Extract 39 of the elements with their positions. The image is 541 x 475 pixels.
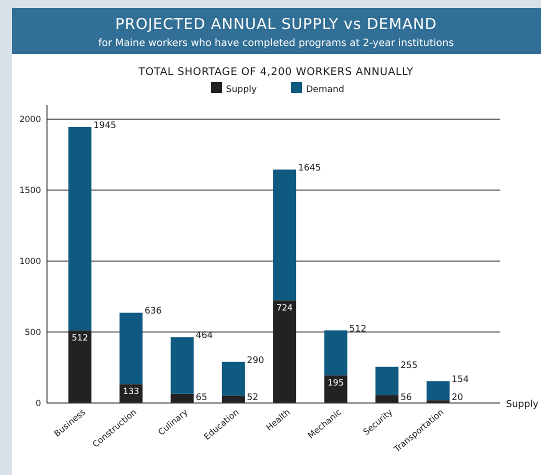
data-label: 52: [246, 393, 258, 403]
bar: [273, 170, 296, 300]
chart-subtitle: for Maine workers who have completed programs at 2-year institutions: [98, 38, 454, 49]
bar: [222, 362, 245, 396]
y-tick-label: 0: [36, 399, 41, 409]
bar: [324, 330, 348, 376]
data-label: 65: [196, 393, 208, 403]
legend-label: Supply: [226, 85, 258, 95]
data-label: 195: [328, 378, 344, 388]
total-label: 1645: [298, 164, 322, 174]
bar: [222, 396, 245, 403]
total-label: 1945: [93, 120, 116, 131]
data-label: 20: [452, 393, 464, 403]
bar: [68, 330, 92, 403]
bar: [68, 126, 92, 330]
bar: [170, 394, 194, 403]
total-label: 464: [196, 331, 214, 342]
data-label: 133: [122, 387, 140, 398]
total-label: 290: [246, 356, 264, 366]
bar: [375, 366, 398, 396]
bar: [170, 337, 194, 394]
data-label: 512: [72, 333, 88, 344]
bar: [273, 300, 296, 403]
text: TOTAL SHORTAGE OF 4,200 WORKERS ANNUALLY: [138, 66, 414, 78]
bar: [375, 395, 398, 403]
y-tick-label: 1000: [19, 257, 41, 268]
y-tick-label: 1500: [19, 186, 41, 196]
bar: [426, 381, 450, 400]
bar: [120, 312, 143, 384]
data-label: 724: [276, 303, 293, 314]
total-label: 154: [452, 375, 470, 386]
total-label: 636: [144, 306, 162, 317]
total-label: 255: [400, 360, 418, 371]
legend-label: Demand: [306, 85, 344, 95]
data-label: 56: [400, 393, 412, 403]
y-tick-label: 2000: [19, 115, 41, 126]
y-tick-label: 500: [24, 328, 41, 338]
text: Supply: [506, 399, 539, 410]
chart-title: PROJECTED ANNUAL SUPPLY vs DEMAND: [115, 15, 437, 33]
